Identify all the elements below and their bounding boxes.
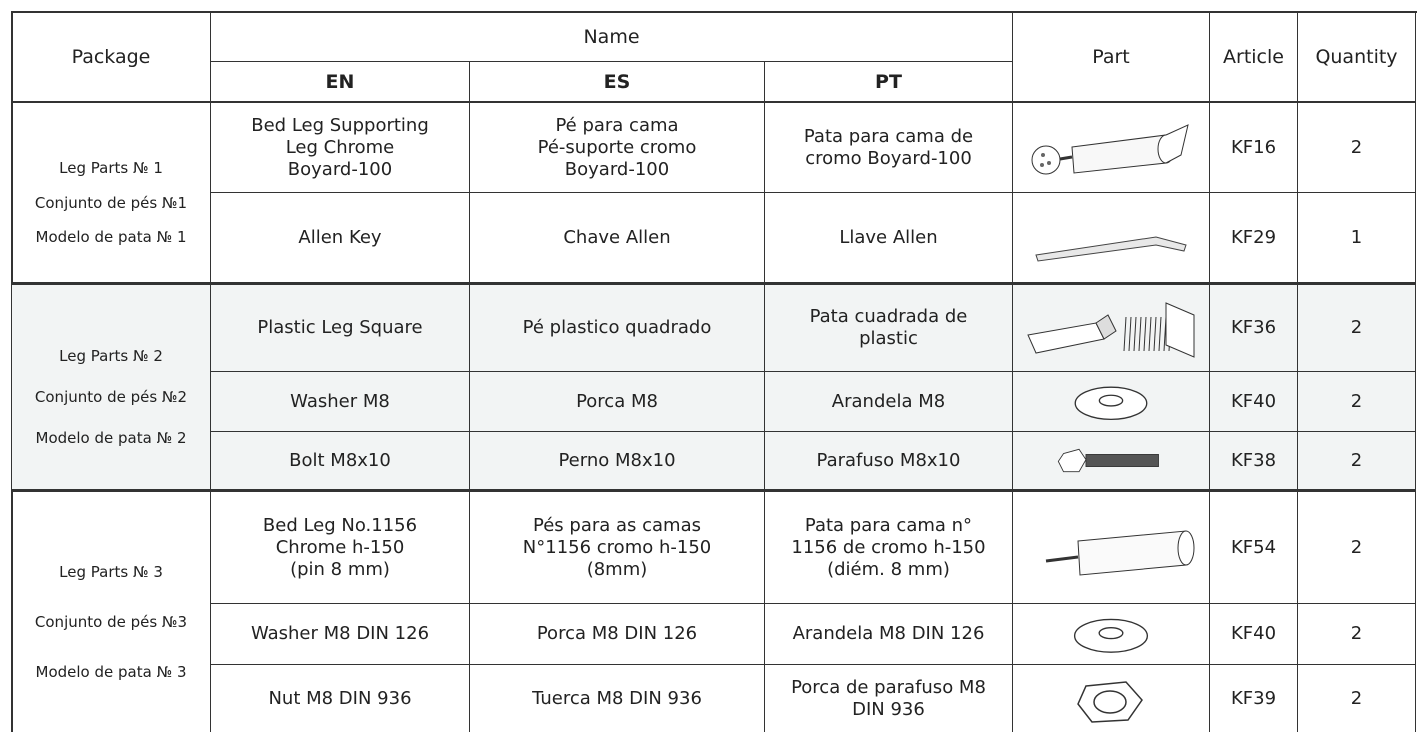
- name-en: Bed Leg No.1156 Chrome h-150 (pin 8 mm): [211, 490, 470, 604]
- part-image: [1013, 372, 1210, 432]
- part-icon: [1027, 302, 1195, 358]
- name-en: Plastic Leg Square: [211, 283, 470, 372]
- name-pt: Porca de parafuso M8 DIN 936: [765, 665, 1013, 732]
- name-es: Pé para cama Pé-suporte cromo Boyard-100: [470, 103, 765, 193]
- article: KF40: [1210, 372, 1298, 432]
- article: KF40: [1210, 604, 1298, 665]
- article: KF39: [1210, 665, 1298, 732]
- article: KF29: [1210, 193, 1298, 283]
- quantity: 1: [1298, 193, 1416, 283]
- name-pt: Parafuso M8x10: [765, 432, 1013, 490]
- package-label: Modelo de pata № 3: [35, 663, 187, 681]
- name-es: Porca M8: [470, 372, 765, 432]
- part-icon: [1074, 386, 1148, 421]
- name-en: Washer M8 DIN 126: [211, 604, 470, 665]
- name-en: Bolt M8x10: [211, 432, 470, 490]
- package-label: Conjunto de pés №2: [34, 388, 188, 406]
- part-image: [1013, 490, 1210, 604]
- package-cell: Leg Parts № 1 Conjunto de pés №1 Modelo de…: [12, 103, 211, 283]
- name-en: Bed Leg Supporting Leg Chrome Boyard-100: [211, 103, 470, 193]
- part-icon: [1031, 123, 1189, 174]
- name-es: Pé plastico quadrado: [470, 283, 765, 372]
- package-label: Conjunto de pés №1: [34, 193, 188, 212]
- quantity: 2: [1298, 665, 1416, 732]
- part-image: [1013, 193, 1210, 283]
- header-es: ES: [470, 62, 765, 103]
- package-cell: Leg Parts № 3 Conjunto de pés №3 Modelo de…: [12, 490, 211, 732]
- quantity: 2: [1298, 372, 1416, 432]
- part-icon: [1073, 618, 1149, 653]
- name-pt: Arandela M8 DIN 126: [765, 604, 1013, 665]
- package-label: Leg Parts № 1: [59, 158, 163, 177]
- header-article: Article: [1210, 12, 1298, 103]
- header-name: Name: [211, 12, 1013, 62]
- header-quantity: Quantity: [1298, 12, 1416, 103]
- name-pt: Pata para cama de cromo Boyard-100: [765, 103, 1013, 193]
- name-en: Nut M8 DIN 936: [211, 665, 470, 732]
- part-icon: [1057, 448, 1159, 473]
- header-package: Package: [12, 12, 211, 103]
- part-image: [1013, 283, 1210, 372]
- package-label: Modelo de pata № 2: [35, 429, 187, 447]
- part-icon: [1045, 529, 1195, 576]
- article: KF38: [1210, 432, 1298, 490]
- name-en: Allen Key: [211, 193, 470, 283]
- name-pt: Pata para cama n° 1156 de cromo h-150 (d…: [765, 490, 1013, 604]
- package-label: Modelo de pata № 1: [35, 228, 187, 247]
- name-es: Chave Allen: [470, 193, 765, 283]
- part-image: [1013, 665, 1210, 732]
- article: KF54: [1210, 490, 1298, 604]
- quantity: 2: [1298, 283, 1416, 372]
- article: KF36: [1210, 283, 1298, 372]
- name-es: Perno M8x10: [470, 432, 765, 490]
- part-icon: [1077, 680, 1143, 723]
- quantity: 2: [1298, 103, 1416, 193]
- name-es: Pés para as camas N°1156 cromo h-150 (8m…: [470, 490, 765, 604]
- name-es: Porca M8 DIN 126: [470, 604, 765, 665]
- quantity: 2: [1298, 604, 1416, 665]
- package-cell: Leg Parts № 2 Conjunto de pés №2 Modelo de…: [12, 283, 211, 490]
- quantity: 2: [1298, 432, 1416, 490]
- name-en: Washer M8: [211, 372, 470, 432]
- part-image: [1013, 103, 1210, 193]
- article: KF16: [1210, 103, 1298, 193]
- header-part: Part: [1013, 12, 1210, 103]
- header-en: EN: [211, 62, 470, 103]
- header-pt: PT: [765, 62, 1013, 103]
- name-pt: Pata cuadrada de plastic: [765, 283, 1013, 372]
- name-pt: Arandela M8: [765, 372, 1013, 432]
- part-icon: [1035, 235, 1187, 262]
- name-es: Tuerca M8 DIN 936: [470, 665, 765, 732]
- part-image: [1013, 604, 1210, 665]
- package-label: Conjunto de pés №3: [34, 613, 188, 631]
- quantity: 2: [1298, 490, 1416, 604]
- package-label: Leg Parts № 2: [59, 347, 163, 365]
- name-pt: Llave Allen: [765, 193, 1013, 283]
- part-image: [1013, 432, 1210, 490]
- package-label: Leg Parts № 3: [59, 563, 163, 581]
